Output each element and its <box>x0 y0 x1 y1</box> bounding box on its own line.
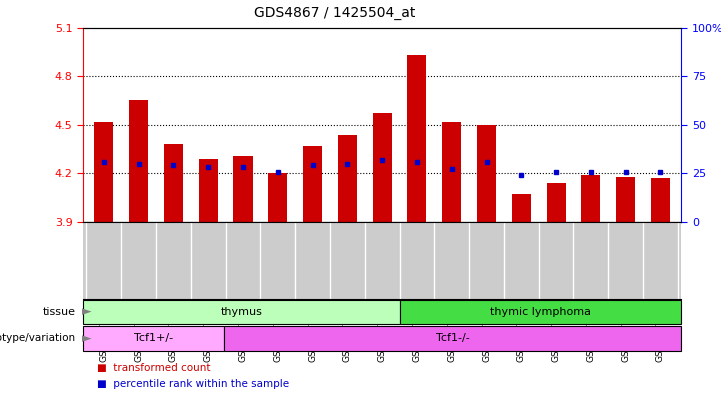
Text: thymic lymphoma: thymic lymphoma <box>490 307 591 317</box>
Text: ■  transformed count: ■ transformed count <box>97 364 211 373</box>
Bar <box>129 101 148 222</box>
Bar <box>268 173 288 222</box>
Bar <box>547 183 566 222</box>
Bar <box>407 55 427 222</box>
Bar <box>373 114 392 222</box>
Text: thymus: thymus <box>221 307 262 317</box>
Bar <box>616 177 635 222</box>
Bar <box>303 146 322 222</box>
Bar <box>477 125 496 222</box>
Bar <box>198 159 218 222</box>
Bar <box>651 178 670 222</box>
Text: genotype/variation: genotype/variation <box>0 333 76 343</box>
Bar <box>164 144 183 222</box>
Bar <box>224 326 681 351</box>
Bar <box>83 300 399 324</box>
Text: ►: ► <box>81 332 91 345</box>
Bar <box>512 195 531 222</box>
Text: ■  percentile rank within the sample: ■ percentile rank within the sample <box>97 379 289 389</box>
Text: ►: ► <box>81 305 91 319</box>
Bar <box>399 300 681 324</box>
Bar <box>234 156 252 222</box>
Text: Tcf1+/-: Tcf1+/- <box>134 333 173 343</box>
Bar <box>94 121 113 222</box>
Bar <box>442 121 461 222</box>
Bar <box>581 175 601 222</box>
Text: GDS4867 / 1425504_at: GDS4867 / 1425504_at <box>254 6 415 20</box>
Text: tissue: tissue <box>43 307 76 317</box>
Text: Tcf1-/-: Tcf1-/- <box>435 333 469 343</box>
Bar <box>337 134 357 222</box>
Bar <box>83 326 224 351</box>
